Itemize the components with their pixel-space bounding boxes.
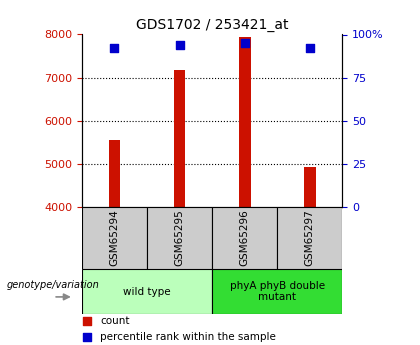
Bar — [147, 207, 212, 269]
Text: GSM65295: GSM65295 — [175, 210, 184, 266]
Title: GDS1702 / 253421_at: GDS1702 / 253421_at — [136, 18, 289, 32]
Bar — [239, 37, 250, 207]
Text: GSM65294: GSM65294 — [110, 210, 119, 266]
Text: count: count — [100, 316, 130, 326]
Text: GSM65297: GSM65297 — [305, 210, 315, 266]
Text: wild type: wild type — [123, 287, 171, 296]
Bar — [304, 167, 315, 207]
Point — [241, 40, 248, 46]
Point — [176, 42, 183, 48]
Text: genotype/variation: genotype/variation — [7, 280, 99, 290]
Point — [84, 318, 90, 324]
Bar — [212, 269, 342, 314]
Bar — [82, 207, 147, 269]
Text: percentile rank within the sample: percentile rank within the sample — [100, 333, 276, 342]
Bar — [277, 207, 342, 269]
Point — [111, 46, 118, 51]
Text: GSM65296: GSM65296 — [240, 210, 249, 266]
Point — [307, 46, 313, 51]
Bar — [109, 140, 120, 207]
Point — [84, 335, 90, 340]
Text: phyA phyB double
mutant: phyA phyB double mutant — [230, 281, 325, 302]
Bar — [212, 207, 277, 269]
Bar — [174, 70, 185, 207]
Bar — [82, 269, 212, 314]
